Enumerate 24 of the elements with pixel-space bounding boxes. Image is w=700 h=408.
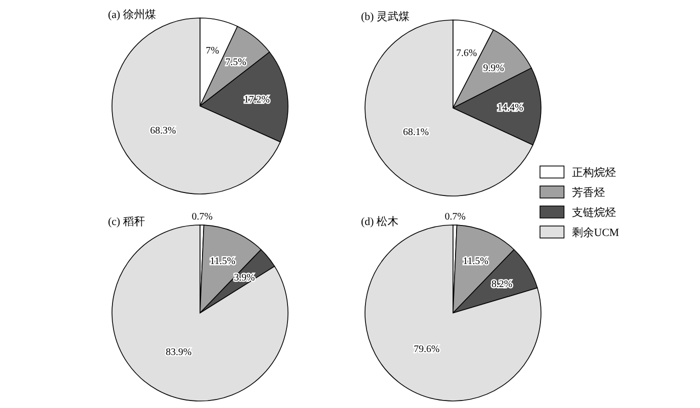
data-label: 11.5% <box>462 256 488 267</box>
chart-title: (a) 徐州煤 <box>108 8 156 21</box>
data-label: 7% <box>206 46 220 57</box>
legend-label: 剩余UCM <box>572 227 620 239</box>
data-label: 14.4% <box>497 102 524 114</box>
chart-title: (d) 松木 <box>361 215 399 228</box>
legend-label: 芳香烃 <box>572 186 605 199</box>
legend-label: 支链烷烃 <box>572 206 616 219</box>
data-label: 0.7% <box>192 212 213 223</box>
chart-title: (b) 灵武煤 <box>361 10 410 23</box>
data-label: 79.6% <box>414 344 440 355</box>
data-label: 8.2% <box>491 278 512 290</box>
data-label: 68.3% <box>150 125 176 136</box>
data-label: 83.9% <box>166 346 192 358</box>
data-label: 11.5% <box>210 256 236 267</box>
data-label: 0.7% <box>444 212 466 223</box>
data-label: 9.9% <box>483 63 504 74</box>
data-label: 7.6% <box>456 48 477 59</box>
legend-label: 正构烷烃 <box>572 166 616 179</box>
data-label: 68.1% <box>403 127 429 138</box>
data-label: 3.9% <box>234 272 255 284</box>
chart-title: (c) 稻秆 <box>108 216 145 228</box>
data-label: 7.5% <box>225 56 246 68</box>
data-label: 17.2% <box>244 94 270 106</box>
